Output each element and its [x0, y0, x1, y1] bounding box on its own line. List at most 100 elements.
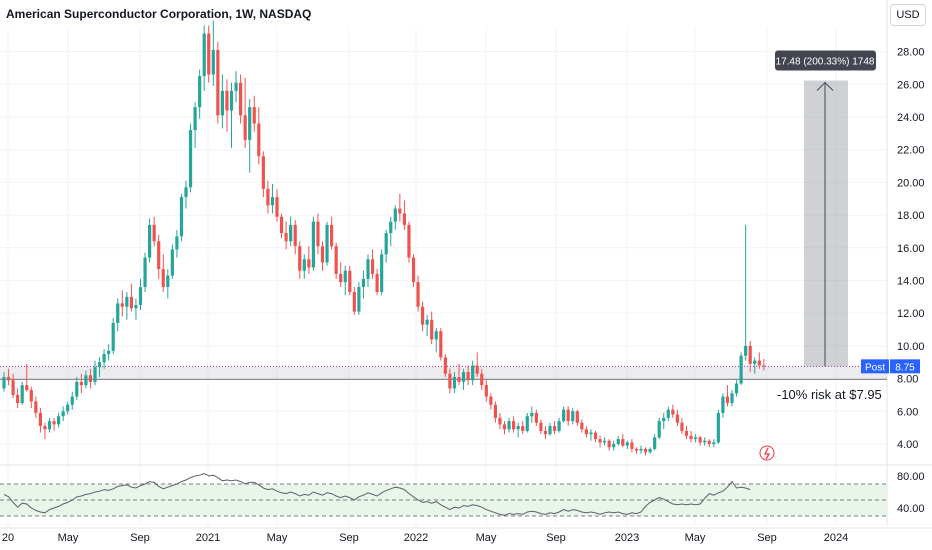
- candle-body: [648, 448, 652, 453]
- candle-body: [484, 385, 488, 397]
- candle-body: [220, 90, 224, 116]
- candle-body: [407, 224, 411, 258]
- candle-body: [398, 208, 402, 214]
- currency-button[interactable]: USD: [890, 4, 926, 26]
- candle-body: [402, 213, 406, 225]
- candle-body: [107, 350, 111, 355]
- candle-body: [680, 422, 684, 431]
- candle-body: [357, 287, 361, 312]
- candle-body: [102, 354, 106, 363]
- candle-body: [143, 257, 147, 288]
- candle-body: [425, 319, 429, 325]
- candle-body: [557, 421, 561, 431]
- candle-body: [707, 440, 711, 444]
- candle-body: [348, 270, 352, 292]
- candle-body: [216, 49, 220, 116]
- candle-body: [129, 296, 133, 309]
- rsi-line: [3, 473, 751, 516]
- candle-body: [134, 305, 138, 309]
- candle-body: [698, 437, 702, 443]
- candle-body: [243, 115, 247, 140]
- candle-body: [625, 442, 629, 446]
- candle-body: [616, 439, 620, 444]
- candle-body: [666, 409, 670, 418]
- candle-body: [2, 376, 6, 389]
- candle-body: [198, 76, 202, 108]
- candle-body: [566, 409, 570, 422]
- candle-body: [298, 246, 302, 271]
- candle-body: [584, 429, 588, 435]
- candle-body: [184, 187, 188, 198]
- candle-body: [188, 130, 193, 188]
- post-value-label: 8.75: [895, 362, 915, 373]
- candle-body: [311, 221, 315, 268]
- candle-body: [643, 448, 648, 453]
- candle-body: [138, 287, 143, 306]
- price-tick-label: 28.00: [897, 47, 925, 59]
- price-tick-label: 6.00: [897, 406, 918, 418]
- time-tick-label: 2023: [615, 532, 639, 544]
- candle-body: [552, 426, 557, 431]
- axes: 28.00 26.00 24.00 22.00 20.00 18.00 16.00 14.00…: [2, 47, 925, 544]
- candle-body: [603, 440, 607, 443]
- candle-body: [225, 90, 229, 111]
- candle-body: [47, 421, 52, 430]
- candle-body: [380, 254, 384, 292]
- candle-body: [480, 373, 484, 386]
- candle-body: [593, 432, 598, 440]
- candle-body: [516, 426, 520, 430]
- target-box: [804, 80, 848, 367]
- price-tick-label: 26.00: [897, 79, 925, 91]
- candle-body: [443, 357, 447, 374]
- candle-body: [352, 291, 356, 312]
- time-tick-label: May: [58, 532, 79, 544]
- candle-body: [739, 355, 743, 384]
- candle-body: [684, 430, 689, 436]
- candle-body: [434, 331, 438, 340]
- candle-body: [252, 107, 256, 124]
- candle-body: [79, 381, 83, 386]
- candle-body: [671, 409, 675, 415]
- candle-body: [29, 390, 33, 402]
- time-tick-label: 2021: [196, 532, 220, 544]
- target-label: 17.48 (200.33%) 1748: [776, 57, 875, 68]
- candle-body: [75, 381, 79, 397]
- candle-body: [457, 376, 461, 382]
- annotations: -10% risk at $7.95: [759, 387, 882, 461]
- candle-body: [157, 241, 161, 270]
- candle-body: [6, 376, 11, 381]
- candle-body: [393, 208, 397, 222]
- candle-body: [202, 33, 206, 77]
- candle-body: [493, 404, 497, 418]
- candle-body: [612, 444, 616, 448]
- candle-body: [279, 216, 284, 234]
- candle-body: [384, 233, 388, 255]
- price-tick-label: 4.00: [897, 439, 918, 451]
- candle-body: [20, 385, 24, 404]
- price-tick-label: 24.00: [897, 112, 925, 124]
- candle-body: [548, 426, 552, 435]
- candle-body: [320, 246, 325, 263]
- time-tick-label: 2024: [824, 532, 848, 544]
- candle-body: [571, 411, 575, 422]
- candle-body: [293, 224, 297, 247]
- candle-body: [662, 417, 666, 422]
- candle-body: [270, 197, 275, 206]
- candle-body: [207, 33, 211, 75]
- candle-body: [343, 270, 347, 283]
- candle-body: [712, 442, 716, 444]
- candle-body: [116, 303, 120, 324]
- candle-body: [466, 372, 470, 381]
- time-tick-label: 20: [2, 532, 14, 544]
- candle-body: [330, 224, 334, 247]
- price-tick-label: 14.00: [897, 276, 925, 288]
- candle-body: [489, 396, 493, 405]
- candle-body: [657, 421, 661, 438]
- candle-body: [307, 259, 311, 268]
- candle-body: [148, 224, 152, 258]
- candle-body: [275, 197, 279, 217]
- candle-body: [621, 439, 625, 446]
- candle-body: [725, 396, 730, 404]
- candle-body: [580, 422, 584, 430]
